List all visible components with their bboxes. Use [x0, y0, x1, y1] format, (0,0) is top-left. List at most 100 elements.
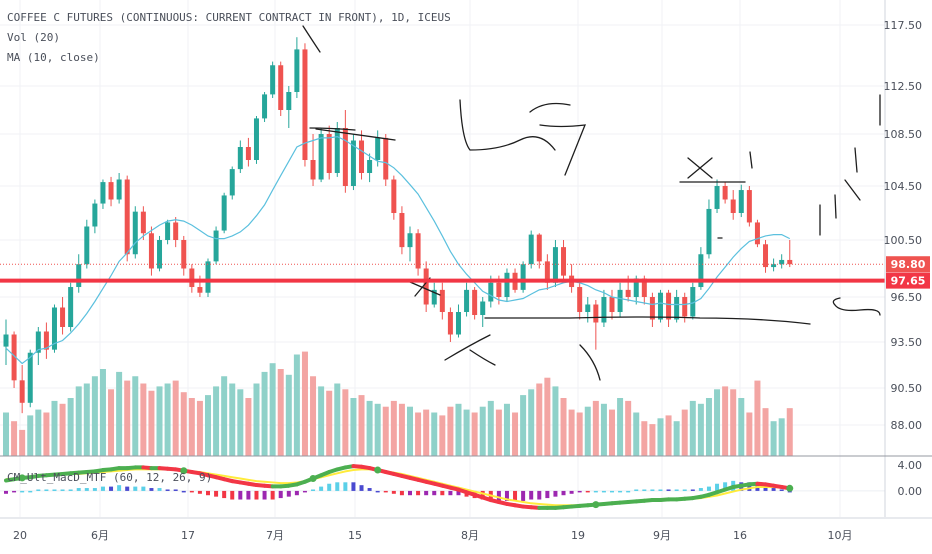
volume-bar	[221, 376, 228, 456]
macd-histogram-bar	[601, 490, 606, 493]
candle	[480, 297, 486, 327]
candle-body	[334, 128, 340, 173]
candle	[342, 110, 348, 193]
candle-body	[407, 233, 413, 248]
volume-bar	[43, 412, 50, 456]
volume-bar	[334, 383, 341, 456]
candle-body	[447, 312, 453, 335]
hand-drawn-stroke	[309, 127, 356, 131]
volume-bar	[124, 380, 131, 456]
macd-histogram-bar	[359, 485, 364, 491]
candle	[439, 282, 445, 320]
candle-body	[181, 240, 187, 269]
ma-line	[5, 135, 791, 365]
macd-histogram-bar	[545, 490, 550, 499]
volume-bar	[19, 429, 26, 456]
volume-bar	[326, 390, 333, 456]
volume-bar	[689, 400, 696, 456]
macd-histogram-bar	[763, 485, 768, 491]
candle	[278, 61, 284, 116]
macd-histogram-bar	[28, 490, 33, 493]
candle	[334, 122, 340, 177]
volume-bar	[770, 421, 777, 456]
candle-body	[237, 147, 243, 170]
hand-drawn-stroke	[444, 334, 496, 366]
candle	[76, 254, 82, 293]
candle-body	[35, 331, 41, 353]
candle	[124, 175, 130, 262]
price-tick-label: 90.50	[891, 382, 923, 395]
candle-body	[754, 222, 760, 245]
volume-bar	[714, 389, 721, 456]
macd-histogram-bar	[173, 489, 178, 491]
volume-bar	[148, 390, 155, 456]
candle-body	[342, 128, 348, 186]
volume-bar	[762, 408, 769, 456]
candle-body	[60, 307, 66, 327]
volume-bar	[512, 412, 519, 456]
candle	[536, 233, 542, 269]
macd-histogram-bar	[286, 490, 291, 497]
volume-bar	[67, 398, 74, 456]
macd-histogram-bar	[456, 490, 461, 496]
candle-body	[641, 278, 647, 297]
candle	[763, 240, 769, 273]
candle	[367, 153, 373, 183]
macd-histogram-bar	[391, 490, 396, 494]
volume-bar	[27, 415, 34, 456]
candle-body	[189, 268, 195, 288]
macd-histogram-bar	[117, 485, 122, 491]
candle-body	[270, 65, 276, 95]
candle	[35, 327, 41, 365]
volume-bar	[237, 389, 244, 456]
macd-histogram-bar	[278, 490, 283, 499]
macd-histogram-bar	[521, 490, 526, 501]
candle	[3, 319, 9, 365]
volume-bar	[277, 369, 284, 456]
candle-body	[496, 282, 502, 297]
candle-body	[722, 186, 728, 200]
candle	[746, 186, 752, 227]
volume-bar	[350, 398, 357, 456]
macd-histogram-bar	[141, 486, 146, 491]
volume-bar	[665, 415, 672, 456]
macd-histogram-bar	[496, 490, 501, 501]
volume-bar	[633, 412, 640, 456]
candle-body	[649, 297, 655, 320]
volume-bar	[205, 395, 211, 456]
macd-tick-label: 0.00	[898, 485, 923, 498]
macd-tick-label: 4.00	[898, 459, 923, 472]
macd-histogram-bar	[60, 489, 65, 491]
candle-body	[399, 213, 405, 248]
candle-body	[771, 264, 777, 268]
candle-body	[561, 247, 567, 276]
candle-body	[779, 259, 785, 265]
macd-histogram-bar	[36, 489, 41, 491]
support-price-tag-text: 97.65	[891, 275, 926, 288]
candle	[561, 240, 567, 283]
macd-histogram-bar	[666, 489, 671, 491]
macd-histogram-bar	[626, 490, 631, 493]
macd-histogram-bar	[577, 490, 582, 493]
candle-body	[286, 92, 292, 110]
volume-bar	[786, 408, 793, 456]
macd-histogram-bar	[254, 490, 259, 500]
macd-histogram-bar	[432, 490, 437, 496]
volume-bar	[285, 374, 292, 456]
macd-histogram-bar	[537, 490, 542, 500]
candle-body	[593, 304, 599, 323]
macd-histogram-bar	[109, 486, 114, 491]
volume-bars	[3, 351, 793, 456]
candle-body	[488, 282, 494, 302]
macd-histogram-bar	[133, 486, 138, 491]
candle	[108, 176, 114, 207]
candle-body	[221, 195, 227, 231]
volume-bar	[180, 392, 187, 456]
volume-bar	[528, 389, 535, 456]
macd-cross-dot	[592, 501, 600, 509]
candle	[779, 254, 785, 269]
candle	[472, 287, 478, 320]
candle	[771, 258, 777, 272]
